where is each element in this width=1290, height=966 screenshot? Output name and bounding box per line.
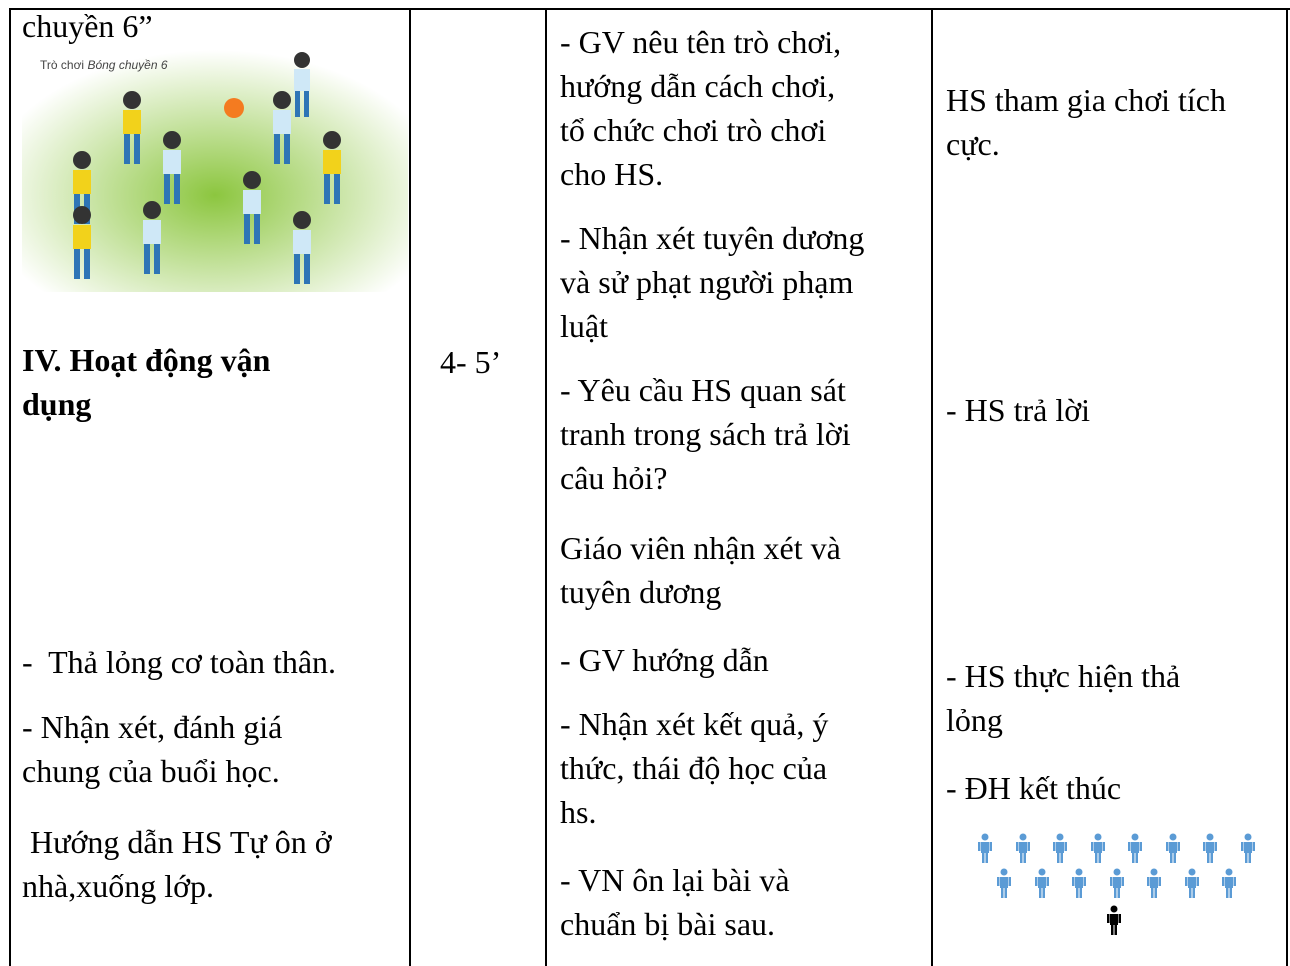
table-border [409,8,411,966]
cell-text: chung của buổi học. [22,753,280,789]
time-text: 4- 5’ [440,344,502,380]
person-icon [997,868,1011,898]
cell-text: luật [560,308,608,344]
person-icon [1072,868,1086,898]
person-icon [978,833,992,863]
table-border [931,8,933,966]
caption-text: Trò chơi [40,58,85,72]
cell-text: - Nhận xét, đánh giá [22,709,283,745]
person-icon [1165,833,1180,863]
cell-text: cho HS. [560,156,664,192]
cell-text: - Nhận xét tuyên dương [560,220,865,256]
cell-text: câu hỏi? [560,460,668,496]
person-icon [1109,868,1124,898]
cell-text: - VN ôn lại bài và [560,862,790,898]
person-icon [1240,833,1255,863]
cell-text: - HS trả lời [946,392,1091,428]
caption-italic: Bóng chuyền 6 [87,58,168,72]
cell-text: tranh trong sách trả lời [560,416,851,452]
cell-text: HS tham gia chơi tích [946,82,1226,118]
cell-text: cực. [946,126,1000,162]
person-icon [1053,833,1067,863]
cell-text: - Thả lỏng cơ toàn thân. [22,644,337,680]
cell-text: chuyền 6” [22,8,153,44]
person-icon [1184,868,1199,898]
cell-text: lỏng [946,702,1003,738]
cell-text: - GV nêu tên trò chơi, [560,24,842,60]
cell-text: - Yêu cầu HS quan sát [560,372,846,408]
table-border [10,8,1290,10]
cell-text: - HS thực hiện thả [946,658,1181,694]
cell-text: - Nhận xét kết quả, ý [560,706,829,742]
person-icon [1203,833,1217,863]
person-icon [1015,833,1030,863]
section-title: dụng [22,386,92,422]
section-title: IV. Hoạt động vận [22,342,271,378]
cell-text: hs. [560,794,597,830]
cell-text: tuyên dương [560,574,722,610]
table-border [545,8,547,966]
person-icon [1107,905,1121,935]
person-icon [1090,833,1105,863]
person-icon [1128,833,1142,863]
illustration [22,50,408,292]
table-border [9,8,11,966]
cell-text: thức, thái độ học của [560,750,828,786]
cell-text: - ĐH kết thúc [946,770,1122,806]
cell-text: và sử phạt người phạm [560,264,854,300]
person-icon [1147,868,1161,898]
cell-text: tổ chức chơi trò chơi [560,112,827,148]
cell-text: hướng dẫn cách chơi, [560,68,836,104]
person-icon [1222,868,1236,898]
cell-text: nhà,xuống lớp. [22,868,215,904]
person-icon [1034,868,1049,898]
cell-text: chuẩn bị bài sau. [560,906,776,942]
cell-text: Giáo viên nhận xét và [560,530,841,566]
image-caption: Trò chơi Bóng chuyền 6 [40,58,168,72]
table-border [1286,8,1288,966]
cell-text: - GV hướng dẫn [560,642,769,678]
cell-text: Hướng dẫn HS Tự ôn ở [22,824,332,860]
